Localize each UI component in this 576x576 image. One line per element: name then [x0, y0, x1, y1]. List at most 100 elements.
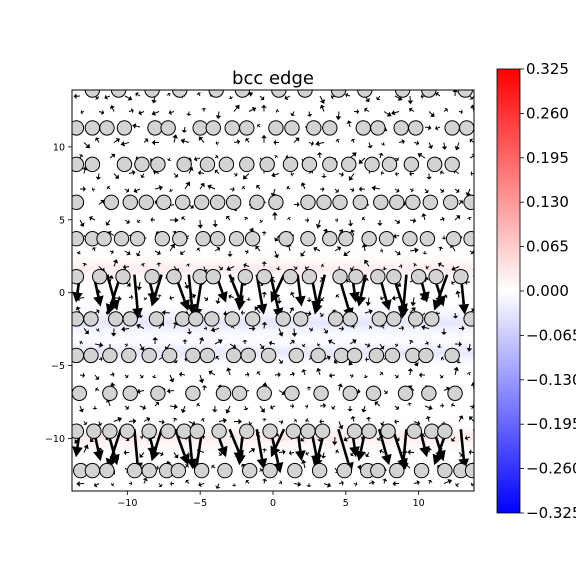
displacement-arrow	[259, 95, 263, 99]
plot-area	[72, 90, 482, 491]
arrow-head	[227, 254, 233, 257]
arrow-head	[343, 436, 348, 442]
arrow-head	[245, 298, 252, 301]
displacement-arrow	[113, 173, 118, 177]
atom-marker	[259, 156, 275, 173]
arrow-head	[421, 213, 427, 217]
displacement-arrow	[394, 343, 397, 346]
arrow-head	[468, 449, 472, 455]
displacement-arrow	[318, 370, 321, 376]
arrow-head	[141, 434, 144, 440]
displacement-arrow	[96, 139, 100, 143]
displacement-arrow	[413, 421, 418, 424]
displacement-arrow	[322, 452, 325, 456]
atom-marker	[72, 347, 85, 364]
arrow-head	[139, 346, 145, 351]
displacement-arrow	[274, 250, 277, 256]
arrow-head	[401, 138, 405, 145]
arrow-head	[186, 331, 193, 335]
displacement-arrow	[289, 309, 293, 314]
displacement-arrow	[217, 111, 220, 116]
displacement-arrow	[98, 421, 101, 425]
displacement-arrow	[337, 295, 340, 298]
atom-marker	[287, 462, 303, 479]
arrow-head	[80, 109, 84, 115]
arrow-head	[245, 138, 250, 142]
displacement-arrow	[248, 421, 251, 424]
displacement-arrow	[424, 342, 428, 345]
arrow-head	[477, 297, 482, 302]
atom-marker	[84, 462, 101, 479]
displacement-arrow	[106, 95, 111, 98]
arrow-head	[83, 421, 88, 425]
atom-marker	[288, 347, 305, 364]
arrow-head	[366, 342, 371, 348]
arrow-head	[407, 368, 414, 372]
y-tick-label: −10	[45, 434, 65, 445]
displacement-arrow	[394, 188, 398, 191]
displacement-arrow	[468, 373, 471, 376]
displacement-arrow	[411, 109, 415, 112]
arrow-head	[416, 140, 420, 146]
arrow-head	[396, 282, 402, 287]
atom-marker	[422, 194, 439, 210]
displacement-arrow	[409, 280, 413, 283]
displacement-arrow	[245, 173, 250, 178]
atom-marker	[122, 311, 138, 327]
arrow-head	[111, 153, 116, 159]
arrow-head	[279, 480, 283, 486]
arrow-head	[277, 371, 281, 378]
atom-marker	[292, 311, 309, 327]
atom-marker	[370, 120, 386, 136]
arrow-head	[215, 300, 221, 305]
arrow-head	[126, 250, 131, 256]
atom-marker	[275, 311, 291, 327]
displacement-arrow	[273, 188, 276, 194]
displacement-arrow	[395, 235, 400, 237]
arrow-head	[469, 416, 474, 421]
displacement-arrow	[182, 217, 186, 221]
displacement-arrow	[166, 343, 171, 348]
arrow-head	[168, 109, 172, 116]
arrow-head	[455, 290, 461, 295]
displacement-arrow	[413, 142, 417, 144]
atom-marker	[239, 156, 255, 173]
arrow-head	[261, 321, 268, 326]
arrow-head	[357, 464, 362, 471]
atom-marker	[172, 231, 188, 247]
displacement-arrow	[347, 94, 351, 97]
displacement-arrow	[420, 155, 426, 159]
arrow-head	[94, 137, 100, 142]
displacement-arrow	[473, 429, 474, 435]
arrow-head	[242, 174, 248, 180]
arrow-head	[215, 140, 219, 146]
displacement-arrow	[377, 95, 381, 99]
arrow-head	[152, 336, 158, 341]
displacement-arrow	[288, 246, 291, 252]
arrow-head	[72, 291, 83, 303]
displacement-arrow	[138, 219, 141, 222]
colorbar-tick-label: 0.325	[526, 60, 569, 78]
displacement-arrow	[111, 107, 115, 112]
displacement-arrow	[139, 405, 144, 408]
displacement-arrow	[454, 266, 460, 269]
displacement-arrow	[94, 374, 98, 378]
arrow-head	[350, 452, 355, 457]
displacement-arrow	[186, 235, 190, 238]
arrow-head	[458, 235, 463, 239]
displacement-arrow	[319, 142, 325, 145]
arrow-head	[255, 245, 260, 250]
colorbar-ticks: 0.325 0.260 0.195 0.130 0.065 0.000 −0.065 −0.1…	[520, 60, 576, 522]
atom-marker	[444, 156, 460, 173]
displacement-arrow	[154, 187, 160, 190]
arrow-head	[470, 482, 474, 487]
displacement-arrow	[98, 111, 103, 113]
displacement-arrow	[346, 250, 351, 255]
atom-marker	[156, 194, 172, 210]
atom-marker	[228, 231, 245, 247]
displacement-arrow	[291, 452, 295, 454]
arrow-head	[335, 115, 342, 121]
displacement-arrow	[203, 297, 207, 300]
atom-marker	[84, 156, 101, 173]
atom-marker	[421, 385, 437, 402]
